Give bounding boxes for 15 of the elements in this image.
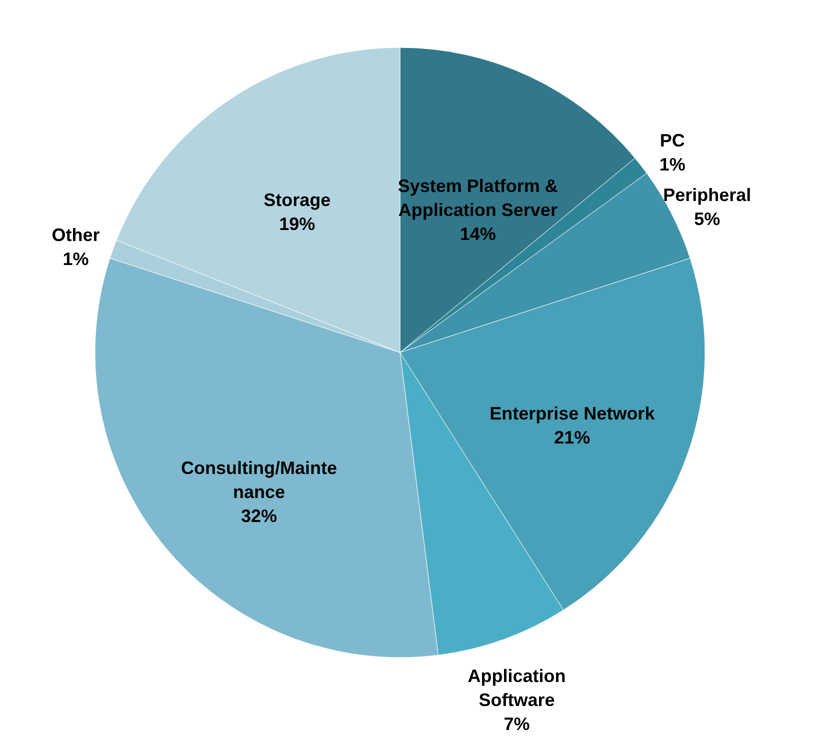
data-label: 19% (279, 214, 316, 234)
slice-label: Peripheral (663, 185, 752, 206)
data-label: 32% (240, 506, 278, 526)
data-label: 5% (694, 209, 720, 230)
slice-label: Storage (264, 190, 331, 210)
slice-label: Other (52, 224, 100, 245)
data-label: 1% (659, 154, 686, 174)
data-label: 7% (504, 714, 530, 734)
slice-label: Application Software (468, 666, 566, 710)
data-label: 1% (62, 248, 89, 269)
data-label: 21% (554, 427, 590, 448)
slice-label: PC (660, 130, 685, 150)
slice-label: Consulting/Maintenance (180, 458, 337, 502)
data-label: 14% (460, 224, 496, 244)
slice-label: Enterprise Network (490, 403, 656, 424)
